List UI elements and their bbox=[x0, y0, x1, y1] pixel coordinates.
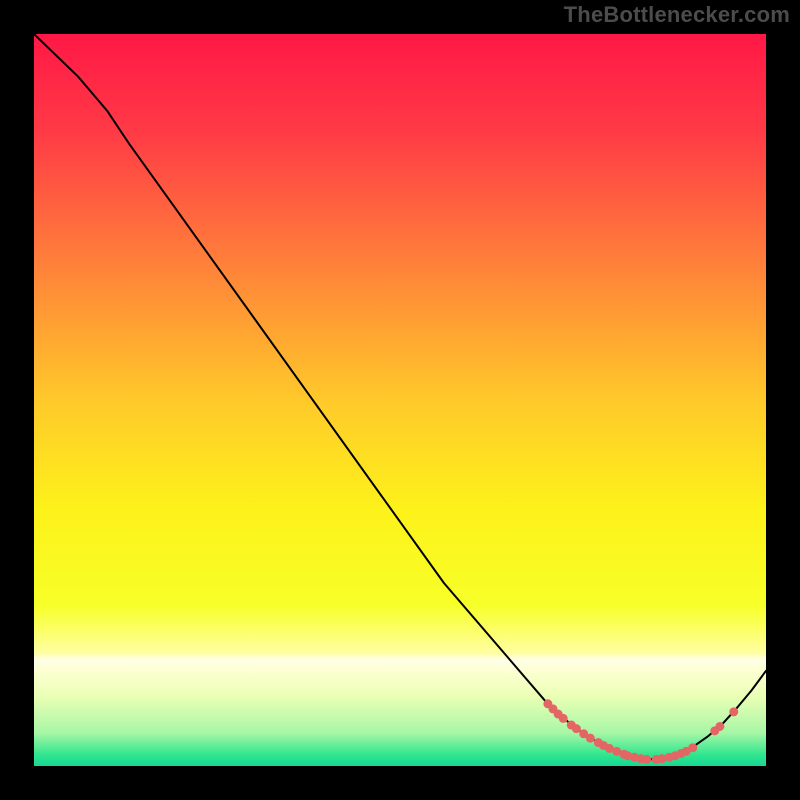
curve-marker bbox=[586, 734, 594, 742]
watermark-label: TheBottlenecker.com bbox=[564, 2, 790, 28]
curve-marker bbox=[605, 744, 613, 752]
curve-marker bbox=[559, 714, 567, 722]
curve-marker bbox=[643, 755, 651, 763]
chart-svg bbox=[0, 0, 800, 800]
curve-marker bbox=[572, 725, 580, 733]
gradient-plot-area bbox=[34, 34, 766, 766]
curve-marker bbox=[716, 722, 724, 730]
chart-canvas: TheBottlenecker.com bbox=[0, 0, 800, 800]
curve-marker bbox=[613, 747, 621, 755]
curve-marker bbox=[689, 744, 697, 752]
curve-marker bbox=[658, 755, 666, 763]
curve-marker bbox=[730, 708, 738, 716]
